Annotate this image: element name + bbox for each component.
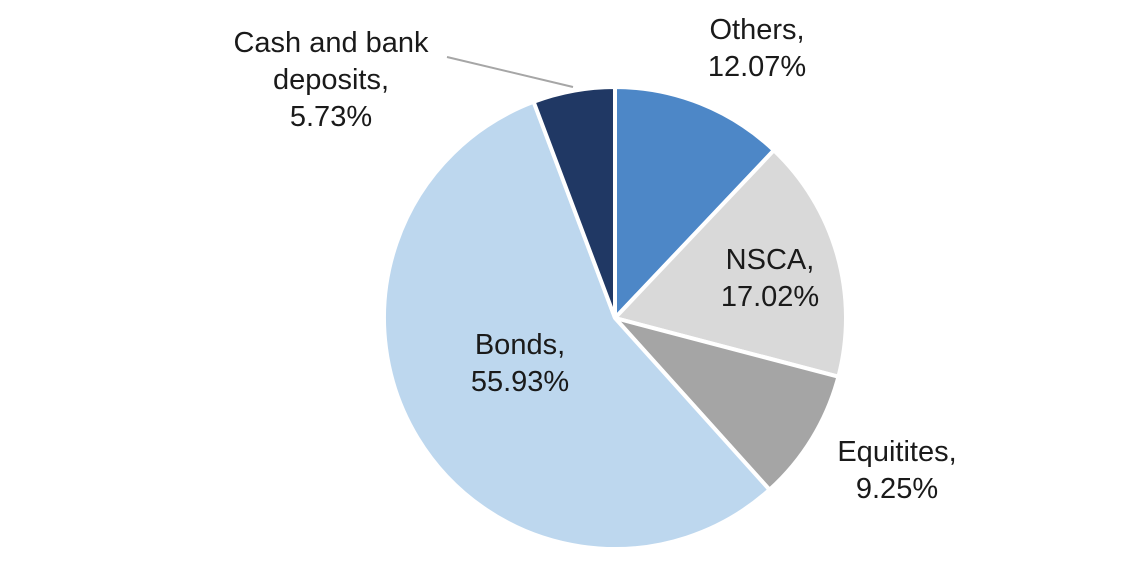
data-label-equitites-value: 9.25% xyxy=(855,473,939,505)
data-label-cash-value: 5.73% xyxy=(289,101,373,133)
pie-slice-equitites xyxy=(609,314,841,493)
data-label-equitites-name: Equitites, xyxy=(837,436,957,468)
data-label-others-name: Others, xyxy=(709,14,805,46)
data-label-nsca-name: NSCA, xyxy=(725,244,815,276)
data-label-cash-and-bank-deposits: Cash and bank deposits, 5.73% xyxy=(218,25,444,136)
data-label-bonds: Bonds, 55.93% xyxy=(440,327,600,401)
data-label-bonds-name: Bonds, xyxy=(474,329,566,361)
pie-slice-nsca xyxy=(611,147,848,380)
data-label-cash-name: Cash and bank deposits, xyxy=(233,27,429,96)
data-label-nsca-value: 17.02% xyxy=(720,281,820,313)
data-label-equitites: Equitites, 9.25% xyxy=(807,434,987,508)
pie-slice-others xyxy=(613,84,777,324)
data-label-others-value: 12.07% xyxy=(707,51,807,83)
pie-slices xyxy=(382,84,848,551)
data-label-nsca: NSCA, 17.02% xyxy=(690,242,850,316)
data-label-bonds-value: 55.93% xyxy=(470,366,570,398)
pie-slice-cash-and-bank-deposits xyxy=(531,84,617,319)
leader-line-cash-and-bank-deposits xyxy=(446,56,574,88)
data-label-others: Others, 12.07% xyxy=(682,12,832,86)
pie-slice-bonds xyxy=(382,99,773,551)
